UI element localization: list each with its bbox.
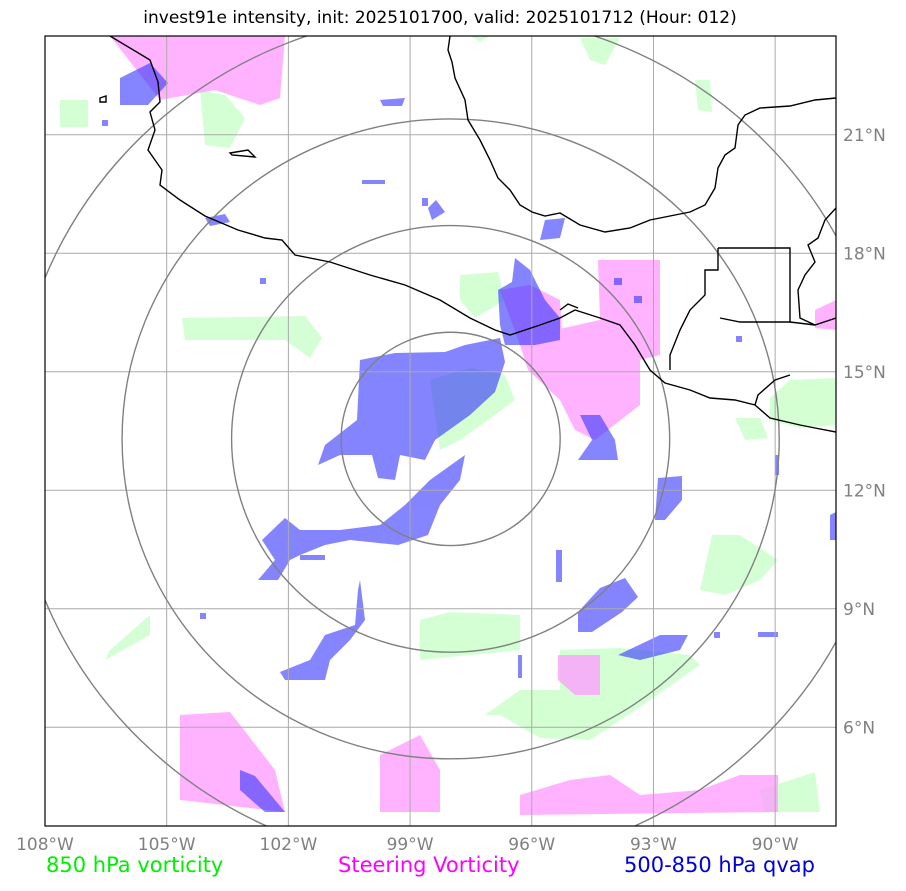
longitude-tick-labels: 108°W 105°W 102°W 99°W 96°W 93°W 90°W (16, 835, 799, 855)
longitude-tick-label: 99°W (387, 835, 434, 855)
plot-frame (44, 35, 837, 827)
longitude-tick-label: 96°W (508, 835, 555, 855)
graticule (45, 36, 836, 826)
range-ring (340, 331, 561, 547)
latitude-tick-label: 15°N (843, 363, 886, 383)
vort850-field (60, 36, 836, 812)
range-ring (230, 224, 671, 653)
latitude-tick-label: 21°N (843, 126, 886, 146)
legend-qvap: 500-850 hPa qvap (624, 853, 815, 877)
longitude-tick-label: 108°W (16, 835, 74, 855)
latitude-tick-label: 12°N (843, 481, 886, 501)
latitude-tick-label: 18°N (843, 244, 886, 264)
map-title: invest91e intensity, init: 2025101700, v… (143, 8, 737, 28)
coastline (99, 36, 836, 433)
qvap-field (102, 63, 836, 812)
latitude-tick-label: 6°N (843, 718, 875, 738)
longitude-tick-label: 105°W (138, 835, 196, 855)
range-rings (45, 36, 836, 826)
longitude-tick-label: 102°W (260, 835, 318, 855)
latitude-tick-labels: 6°N 9°N 12°N 15°N 18°N 21°N (843, 126, 886, 739)
range-ring (121, 118, 780, 760)
longitude-tick-label: 93°W (630, 835, 677, 855)
legend-vort850: 850 hPa vorticity (46, 853, 224, 877)
latitude-tick-label: 9°N (843, 600, 875, 620)
longitude-tick-label: 90°W (752, 835, 799, 855)
legend-steering: Steering Vorticity (338, 853, 520, 877)
